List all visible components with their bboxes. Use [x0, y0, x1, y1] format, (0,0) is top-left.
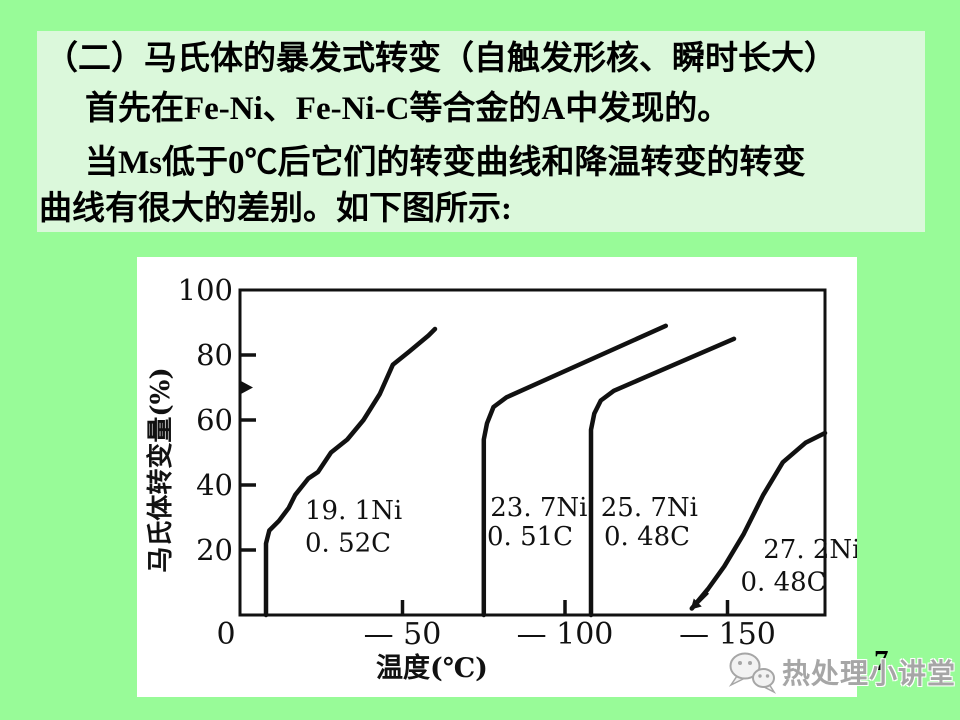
x-tick-label: — 100 [517, 617, 614, 652]
x-tick-label: — 150 [679, 617, 776, 652]
body-line-4: 曲线有很大的差别。如下图所示: [39, 191, 512, 227]
curve-label: 25. 7Ni [601, 493, 698, 523]
curve-19-1Ni-0-52C [263, 326, 438, 618]
body-line-3: 当Ms低于0℃后它们的转变曲线和降温转变的转变 [85, 145, 806, 181]
curve-25-7Ni-0-48C [588, 336, 737, 618]
x-tick-label: 0 [216, 617, 235, 652]
x-axis-title: 温度(℃) [376, 652, 488, 684]
chart-figure: 20 40 60 80 100 0 — 50 — 100 — 150 温度(℃) 马氏体转变量(%)… [137, 257, 860, 697]
y-tick-label: 60 [196, 403, 233, 437]
page-number: 7 [874, 645, 889, 677]
curve-23-7Ni-0-51C [481, 323, 669, 618]
curve-label: 27. 2Ni [763, 535, 857, 565]
plot-border [238, 288, 827, 617]
curve-label: 0. 51C [487, 522, 573, 552]
y-tick-label: 100 [178, 273, 233, 307]
body-line-2: 首先在Fe-Ni、Fe-Ni-C等合金的A中发现的。 [85, 91, 731, 127]
wechat-icon [728, 652, 776, 694]
annotation-arrowhead [690, 598, 702, 610]
text-panel: （二）马氏体的暴发式转变（自触发形核、瞬时长大） 首先在Fe-Ni、Fe-Ni-… [37, 31, 925, 232]
curve-label: 0. 48C [741, 568, 827, 598]
curve-label: 23. 7Ni [490, 493, 587, 523]
curve-label: 0. 52C [305, 529, 391, 559]
y-tick-label: 40 [196, 468, 233, 502]
heading-line-1: （二）马氏体的暴发式转变（自触发形核、瞬时长大） [45, 41, 837, 77]
y-axis-title: 马氏体转变量(%) [145, 367, 176, 572]
y-tick-label: 20 [196, 533, 233, 567]
x-tick-label: — 50 [364, 617, 442, 652]
y-tick-label: 80 [196, 338, 233, 372]
curve-label: 0. 48C [604, 522, 690, 552]
curve-label: 19. 1Ni [305, 496, 402, 526]
curve-27-2Ni-0-48C [689, 430, 828, 611]
watermark: 热处理小讲堂 [728, 650, 956, 694]
y-axis-marker [240, 380, 253, 395]
watermark-label: 热处理小讲堂 [782, 658, 957, 689]
transformation-curves-chart: 20 40 60 80 100 0 — 50 — 100 — 150 温度(℃) 马氏体转变量(%)… [145, 273, 860, 684]
